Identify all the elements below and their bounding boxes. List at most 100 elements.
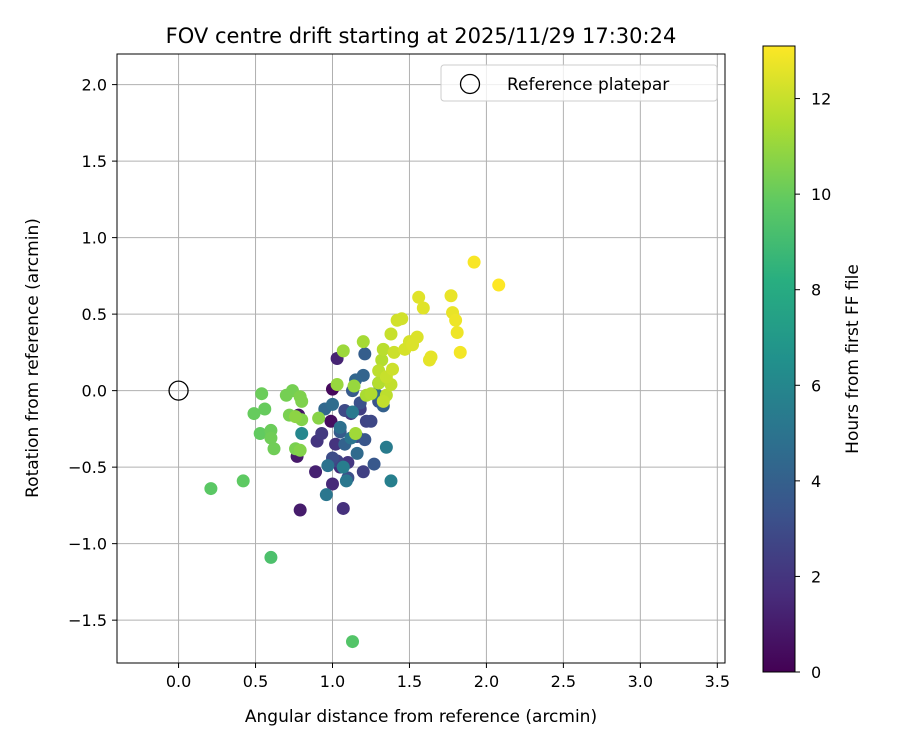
data-point <box>367 457 381 471</box>
x-tick-label: 1.5 <box>397 672 422 691</box>
y-tick-label: 0.5 <box>82 305 107 324</box>
x-tick-label: 0.5 <box>243 672 268 691</box>
data-point <box>267 442 281 456</box>
data-point <box>319 488 333 502</box>
data-point <box>204 482 218 496</box>
data-point <box>289 410 303 424</box>
scatter-points <box>204 255 506 649</box>
colorbar-frame <box>762 45 796 673</box>
data-point <box>346 405 360 419</box>
y-axis-ticks: −1.5 −1.0 −0.5 0.0 0.5 1.0 1.5 2.0 <box>68 76 117 630</box>
legend: Reference platepar <box>440 64 718 102</box>
y-axis-label: Rotation from reference (arcmin) <box>23 218 43 498</box>
y-tick-label: 1.5 <box>82 152 107 171</box>
data-point <box>358 347 372 361</box>
y-tick-label: 1.0 <box>82 229 107 248</box>
data-point <box>492 278 506 292</box>
data-point <box>384 474 398 488</box>
data-point <box>236 474 250 488</box>
data-point <box>325 397 339 411</box>
reference-platepar-marker <box>168 380 189 401</box>
chart-title: FOV centre drift starting at 2025/11/29 … <box>166 24 677 48</box>
data-point <box>264 550 278 564</box>
y-tick-label: −1.0 <box>68 535 107 554</box>
colorbar-tick-label: 0 <box>811 663 821 682</box>
x-tick-label: 2.0 <box>474 672 499 691</box>
data-point <box>450 325 464 339</box>
x-axis-ticks: 0.0 0.5 1.0 1.5 2.0 2.5 3.0 3.5 <box>166 663 730 691</box>
x-tick-label: 1.0 <box>320 672 345 691</box>
data-point <box>379 440 393 454</box>
data-point <box>358 433 372 447</box>
data-point <box>424 350 438 364</box>
data-point <box>356 335 370 349</box>
data-point <box>333 420 347 434</box>
data-point <box>376 394 390 408</box>
colorbar-tick-label: 8 <box>811 281 821 300</box>
data-point <box>258 402 272 416</box>
y-tick-label: 2.0 <box>82 76 107 95</box>
data-point <box>264 431 278 445</box>
x-axis-label: Angular distance from reference (arcmin) <box>245 707 597 727</box>
data-point <box>412 290 426 304</box>
data-point <box>336 501 350 515</box>
colorbar: 0 2 4 6 8 10 12 Hours from first FF file <box>762 45 863 682</box>
data-point <box>349 426 363 440</box>
data-point <box>315 426 329 440</box>
data-point <box>247 407 261 421</box>
data-point <box>364 414 378 428</box>
data-point <box>386 362 400 376</box>
colorbar-label: Hours from first FF file <box>843 264 863 454</box>
data-point <box>293 503 307 517</box>
x-tick-label: 3.5 <box>705 672 730 691</box>
data-point <box>384 327 398 341</box>
data-point <box>346 635 360 649</box>
data-point <box>375 353 389 367</box>
data-point <box>293 443 307 457</box>
data-point <box>336 344 350 358</box>
data-point <box>350 446 364 460</box>
data-point <box>444 289 458 303</box>
data-point <box>324 414 338 428</box>
data-point <box>364 387 378 401</box>
x-tick-label: 3.0 <box>628 672 653 691</box>
data-point <box>309 465 323 479</box>
data-point <box>347 379 361 393</box>
data-point <box>330 378 344 392</box>
data-point <box>295 426 309 440</box>
colorbar-tick-label: 4 <box>811 472 821 491</box>
y-tick-label: 0.0 <box>82 382 107 401</box>
plot-frame <box>116 53 726 664</box>
data-point <box>253 426 267 440</box>
data-point <box>376 342 390 356</box>
data-point <box>321 459 335 473</box>
colorbar-tick-label: 6 <box>811 376 821 395</box>
data-point <box>339 474 353 488</box>
y-tick-label: −1.5 <box>68 611 107 630</box>
data-point <box>356 465 370 479</box>
data-point <box>416 301 430 315</box>
legend-marker-icon <box>459 73 481 95</box>
data-point <box>387 345 401 359</box>
data-point <box>325 477 339 491</box>
colorbar-tick-label: 10 <box>811 185 831 204</box>
grid-lines <box>117 54 725 663</box>
data-point <box>410 330 424 344</box>
colorbar-gradient <box>763 46 795 672</box>
data-point <box>312 411 326 425</box>
x-tick-label: 0.0 <box>166 672 191 691</box>
data-point <box>449 313 463 327</box>
data-point <box>395 312 409 326</box>
data-point <box>453 345 467 359</box>
data-point <box>255 387 269 401</box>
data-point <box>329 437 343 451</box>
data-point <box>295 394 309 408</box>
x-tick-label: 2.5 <box>551 672 576 691</box>
colorbar-tick-label: 2 <box>811 567 821 586</box>
colorbar-tick-label: 12 <box>811 90 831 109</box>
data-point <box>336 460 350 474</box>
colorbar-ticks: 0 2 4 6 8 10 12 <box>795 90 831 682</box>
legend-entry-reference-platepar: Reference platepar <box>507 75 669 95</box>
legend-box <box>440 64 718 102</box>
